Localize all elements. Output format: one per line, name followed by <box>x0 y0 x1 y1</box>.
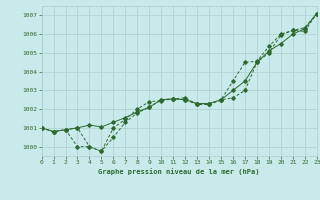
X-axis label: Graphe pression niveau de la mer (hPa): Graphe pression niveau de la mer (hPa) <box>99 168 260 175</box>
